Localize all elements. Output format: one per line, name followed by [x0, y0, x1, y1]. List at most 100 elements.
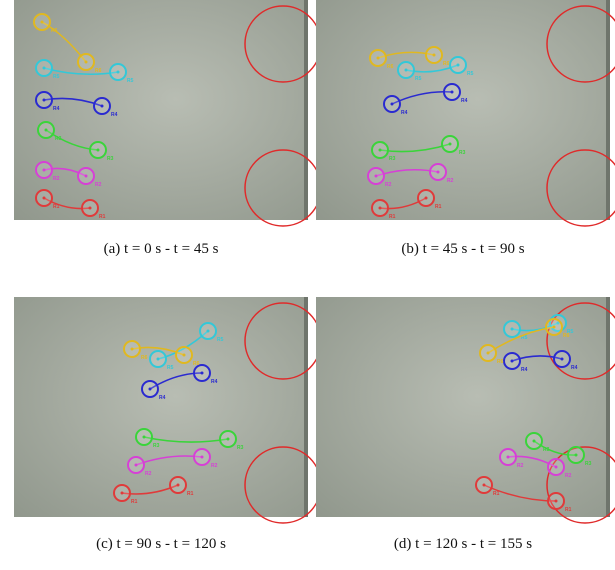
robot-label: R1: [99, 214, 106, 220]
wall-edge: [304, 0, 308, 220]
robot-label: R2: [447, 178, 454, 184]
robot-center: [41, 21, 44, 24]
robot-center: [377, 57, 380, 60]
panel-caption: (b) t = 45 s - t = 90 s: [401, 241, 524, 257]
robot-label: R4: [53, 106, 60, 112]
robot-label: R3: [459, 150, 466, 156]
robot-label: R6: [563, 333, 570, 339]
robot-center: [507, 456, 510, 459]
panel-caption: (a) t = 0 s - t = 45 s: [104, 241, 219, 257]
robot-label: R1: [435, 204, 442, 210]
robot-center: [437, 171, 440, 174]
robot-label: R5: [415, 76, 422, 82]
robot-label: R3: [55, 136, 62, 142]
robot-center: [511, 360, 514, 363]
wall-edge: [606, 297, 610, 517]
robot-center: [511, 328, 514, 331]
robot-center: [85, 175, 88, 178]
robot-label: R2: [53, 176, 60, 182]
robot-center: [451, 91, 454, 94]
robot-center: [101, 105, 104, 108]
robot-label: R1: [389, 214, 396, 220]
robot-center: [405, 69, 408, 72]
robot-center: [375, 175, 378, 178]
robot-label: R4: [111, 112, 118, 118]
robot-label: R6: [193, 361, 200, 367]
robot-label: R5: [467, 71, 474, 77]
robot-label: R4: [211, 379, 218, 385]
robot-label: R2: [211, 463, 218, 469]
robot-center: [149, 388, 152, 391]
robot-center: [43, 197, 46, 200]
robot-center: [379, 149, 382, 152]
robot-label: R6: [443, 61, 450, 67]
robot-label: R5: [53, 74, 60, 80]
robot-label: R1: [565, 507, 572, 513]
robot-center: [143, 436, 146, 439]
robot-center: [121, 492, 124, 495]
robot-label: R4: [571, 365, 578, 371]
robot-center: [425, 197, 428, 200]
robot-center: [177, 484, 180, 487]
robot-center: [201, 372, 204, 375]
robot-label: R4: [159, 395, 166, 401]
robot-label: R6: [51, 28, 58, 34]
robot-center: [43, 99, 46, 102]
panel-caption: (d) t = 120 s - t = 155 s: [394, 536, 532, 552]
robot-label: R5: [167, 365, 174, 371]
robot-label: R3: [237, 445, 244, 451]
robot-label: R6: [387, 64, 394, 70]
robot-center: [561, 358, 564, 361]
robot-center: [207, 330, 210, 333]
robot-label: R3: [107, 156, 114, 162]
robot-center: [533, 440, 536, 443]
wall-edge: [304, 297, 308, 517]
robot-center: [553, 326, 556, 329]
robot-center: [449, 143, 452, 146]
robot-center: [157, 358, 160, 361]
robot-center: [555, 500, 558, 503]
robot-label: R3: [585, 461, 592, 467]
robot-label: R6: [95, 68, 102, 74]
robot-label: R5: [127, 78, 134, 84]
wall-edge: [606, 0, 610, 220]
photo-background: [316, 0, 610, 220]
robot-label: R4: [461, 98, 468, 104]
photo-background: [14, 297, 308, 517]
figure: R1 R1 R2 R2 R3 R3 R4 R4 R5 R5 R6 R6 (a) t = 0 s - t …: [0, 0, 615, 565]
robot-label: R2: [95, 182, 102, 188]
robot-center: [201, 456, 204, 459]
robot-center: [85, 61, 88, 64]
robot-center: [555, 466, 558, 469]
robot-label: R1: [187, 491, 194, 497]
robot-label: R3: [543, 447, 550, 453]
robot-center: [43, 169, 46, 172]
robot-label: R2: [145, 471, 152, 477]
robot-label: R2: [385, 182, 392, 188]
robot-center: [97, 149, 100, 152]
robot-center: [391, 103, 394, 106]
robot-center: [457, 64, 460, 67]
robot-center: [43, 67, 46, 70]
photo-background: [316, 297, 610, 517]
robot-label: R5: [217, 337, 224, 343]
robot-label: R4: [521, 367, 528, 373]
robot-label: R1: [493, 491, 500, 497]
robot-center: [575, 454, 578, 457]
robot-center: [487, 352, 490, 355]
robot-label: R6: [497, 359, 504, 365]
robot-label: R1: [131, 499, 138, 505]
robot-center: [227, 438, 230, 441]
robot-label: R2: [517, 463, 524, 469]
panel-caption: (c) t = 90 s - t = 120 s: [96, 536, 226, 552]
robot-center: [45, 129, 48, 132]
robot-center: [131, 348, 134, 351]
robot-label: R3: [389, 156, 396, 162]
robot-center: [433, 54, 436, 57]
robot-center: [89, 207, 92, 210]
robot-label: R3: [153, 443, 160, 449]
